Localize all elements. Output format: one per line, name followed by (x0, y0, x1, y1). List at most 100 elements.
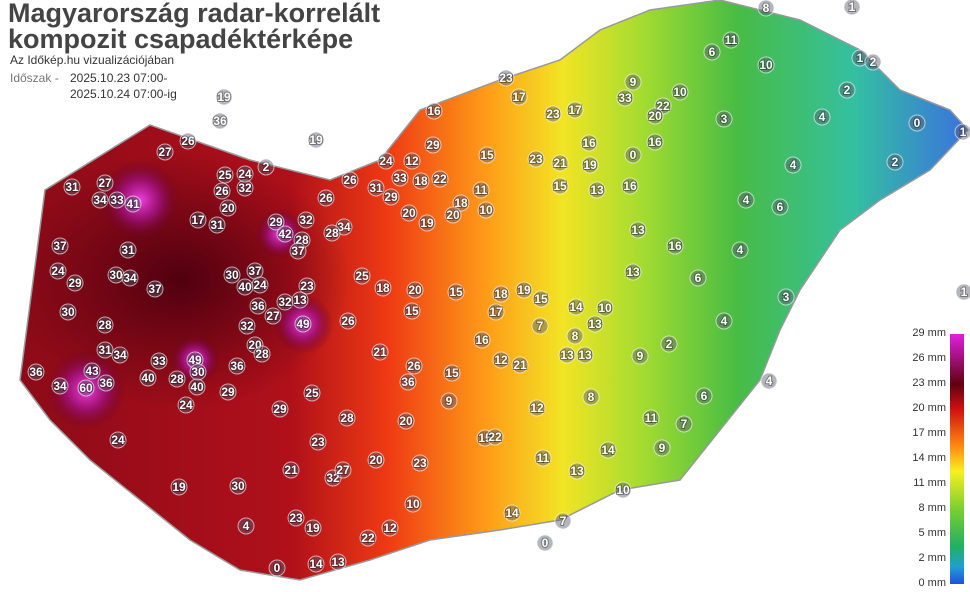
station-value: 31 (65, 180, 79, 194)
station-marker (411, 454, 429, 472)
station-value: 31 (210, 218, 224, 232)
legend-label: 2 mm (919, 552, 947, 564)
station-value: 13 (570, 464, 584, 478)
station-marker (624, 73, 642, 91)
station-value: 15 (405, 304, 419, 318)
station-value: 12 (405, 154, 419, 168)
station-marker (371, 343, 389, 361)
station-value: 15 (553, 179, 567, 193)
station-marker (771, 198, 789, 216)
station-value: 7 (681, 417, 688, 431)
station-value: 43 (85, 364, 99, 378)
station-marker (367, 179, 385, 197)
station-marker (293, 231, 311, 249)
station-value: 13 (588, 317, 602, 331)
station-marker (558, 346, 576, 364)
station-value: 6 (701, 389, 708, 403)
station-value: 29 (68, 276, 82, 290)
station-marker (268, 559, 286, 577)
legend-label: 23 mm (912, 377, 946, 389)
period: 2025.10.24 07:00-ig (70, 87, 177, 101)
station-value: 14 (309, 557, 323, 571)
station-marker (353, 267, 371, 285)
station-value: 1 (961, 285, 968, 299)
station-marker (170, 478, 188, 496)
station-value: 13 (631, 223, 645, 237)
station-value: 13 (560, 348, 574, 362)
station-marker (473, 331, 491, 349)
station-marker (238, 317, 256, 335)
station-marker (582, 388, 600, 406)
station-marker (568, 462, 586, 480)
station-marker (189, 363, 207, 381)
station-marker (51, 237, 69, 255)
station-value: 28 (98, 318, 112, 332)
station-marker (534, 449, 552, 467)
station-marker (624, 146, 642, 164)
station-marker (304, 519, 322, 537)
station-value: 28 (170, 372, 184, 386)
station-value: 37 (248, 264, 262, 278)
station-marker (156, 143, 174, 161)
station-marker (188, 378, 206, 396)
station-marker (107, 266, 125, 284)
station-marker (211, 112, 229, 130)
station-marker (567, 298, 585, 316)
station-value: 37 (291, 244, 305, 258)
station-marker (660, 335, 678, 353)
station-value: 20 (408, 283, 422, 297)
station-marker (367, 451, 385, 469)
station-marker (406, 281, 424, 299)
station-marker (297, 211, 315, 229)
station-value: 0 (542, 536, 549, 550)
station-value: 31 (98, 343, 112, 357)
station-marker (576, 346, 594, 364)
station-marker (642, 409, 660, 427)
station-value: 12 (494, 353, 508, 367)
station-value: 17 (512, 90, 526, 104)
station-value: 9 (446, 394, 453, 408)
station-marker (715, 312, 733, 330)
station-marker (215, 88, 233, 106)
station-marker (527, 150, 545, 168)
station-marker (109, 431, 127, 449)
station-marker (715, 110, 733, 128)
station-value: 30 (109, 268, 123, 282)
station-marker (276, 225, 294, 243)
station-marker (63, 178, 81, 196)
station-marker (653, 439, 671, 457)
station-value: 36 (29, 365, 43, 379)
station-marker (624, 263, 642, 281)
station-value: 17 (191, 213, 205, 227)
station-value: 27 (98, 176, 112, 190)
station-value: 37 (53, 239, 67, 253)
station-marker (532, 290, 550, 308)
station-value: 10 (759, 58, 773, 72)
station-value: 20 (648, 109, 662, 123)
legend-label: 26 mm (912, 352, 946, 364)
station-marker (614, 481, 632, 499)
station-marker (722, 31, 740, 49)
station-marker (487, 303, 505, 321)
station-value: 10 (406, 497, 420, 511)
station-marker (581, 156, 599, 174)
station-marker (399, 373, 417, 391)
station-value: 2 (666, 337, 673, 351)
station-marker (27, 363, 45, 381)
station-value: 10 (616, 483, 630, 497)
station-marker (784, 156, 802, 174)
station-marker (177, 396, 195, 414)
station-marker (246, 336, 264, 354)
station-value: 36 (401, 375, 415, 389)
station-value: 22 (361, 531, 375, 545)
station-marker (689, 269, 707, 287)
station-marker (478, 146, 496, 164)
station-marker (551, 177, 569, 195)
station-marker (621, 177, 639, 195)
station-value: 14 (505, 506, 519, 520)
station-value: 23 (300, 279, 314, 293)
station-marker (864, 53, 882, 71)
station-value: 24 (111, 433, 125, 447)
